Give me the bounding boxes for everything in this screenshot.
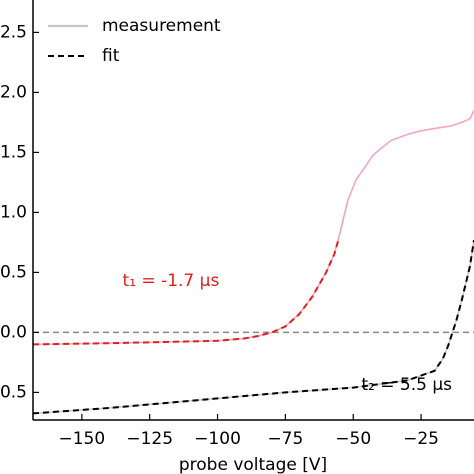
x-tick-label: −125 [126,429,173,449]
annotation: t₁ = -1.7 µs [123,271,220,291]
line [33,110,474,346]
x-tick-label: −75 [267,429,303,449]
annotation: t₂ = 5.5 µs [361,375,452,395]
y-tick-label: 1.0 [0,202,27,222]
plot-area [33,110,474,415]
y-tick-label: 1.5 [0,142,27,162]
x-tick-label: −100 [194,429,241,449]
y-tick-label: −0.5 [0,382,27,402]
x-tick-label: −25 [403,429,439,449]
legend-label: measurement [102,16,221,36]
x-tick-label: −150 [58,429,105,449]
line [33,237,341,346]
line [33,239,474,415]
legend-label: fit [102,46,120,66]
x-tick-label: −50 [335,429,371,449]
y-tick-label: 2.5 [0,22,27,42]
y-tick-label: 2.0 [0,82,27,102]
y-tick-label: 0.5 [0,262,27,282]
x-axis-label: probe voltage [V] [179,455,327,474]
y-tick-label: 0.0 [0,322,27,342]
